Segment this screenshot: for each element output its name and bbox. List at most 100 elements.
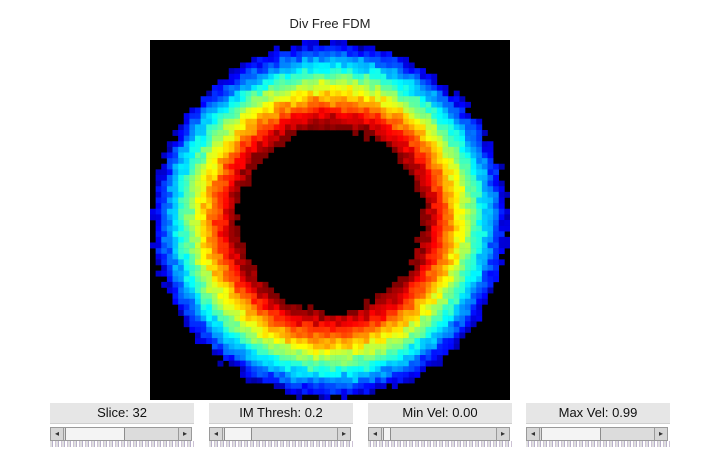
heatmap-cell [195,281,201,288]
heatmap-cell [436,304,443,311]
heatmap-cell [453,186,460,193]
heatmap-cell [155,208,162,215]
min-vel-slider-left-arrow-icon[interactable]: ◂ [369,428,382,440]
max-vel-slider-right-arrow-icon[interactable]: ▸ [654,428,667,440]
heatmap-cell [217,214,224,221]
heatmap-cell [470,124,477,131]
im-thresh-slider-thumb[interactable] [224,428,252,440]
min-vel-slider[interactable]: ◂ ▸ [368,427,510,441]
heatmap-cell [161,220,168,226]
min-vel-slider-panel: Min Vel: 0.00 ◂ ▸ [368,403,512,449]
heatmap-cell [256,343,263,350]
heatmap-cell [487,225,494,232]
heatmap-cell [436,158,443,165]
heatmap-cell [234,68,241,75]
heatmap-cell [262,377,269,384]
im-thresh-slider-right-arrow-icon[interactable]: ▸ [337,428,350,440]
max-vel-slider-left-arrow-icon[interactable]: ◂ [527,428,540,440]
heatmap-cell [324,315,331,322]
heatmap-cell [459,332,466,339]
heatmap-cell [228,265,235,271]
heatmap-cell [324,73,331,80]
heatmap-cell [470,248,477,255]
heatmap-cell [200,152,207,159]
heatmap-cell [206,118,213,125]
heatmap-cell [268,321,275,328]
heatmap-cell [470,175,477,181]
heatmap-cell [330,73,336,80]
heatmap-cell [223,304,230,311]
heatmap-cell [414,186,421,193]
heatmap-cell [155,236,162,243]
heatmap-cell [346,79,353,86]
heatmap-cell [166,214,173,221]
heatmap-cell [436,338,443,345]
slice-slider[interactable]: ◂ ▸ [50,427,192,441]
heatmap-cell [228,180,235,187]
slice-slider-left-arrow-icon[interactable]: ◂ [51,428,64,440]
heatmap-cell [453,107,460,114]
heatmap-cell [453,135,460,142]
heatmap-cell [296,45,303,52]
heatmap-cell [420,73,426,80]
heatmap-cell [172,293,179,300]
heatmap-cell [240,101,246,108]
heatmap-cell [459,281,466,288]
heatmap-cell [189,113,196,120]
heatmap-cell [465,220,471,226]
heatmap-cell [425,79,432,86]
heatmap-cell [217,175,224,181]
heatmap-cell [465,101,471,108]
slice-slider-thumb[interactable] [65,428,125,440]
heatmap-cell [358,62,365,69]
heatmap-cell [487,197,494,204]
heatmap-cell [178,130,185,136]
heatmap-cell [363,332,370,339]
heatmap-cell [318,62,325,69]
heatmap-cell [425,326,432,333]
max-vel-slider-thumb[interactable] [541,428,601,440]
heatmap-cell [273,56,280,63]
heatmap-cell [442,293,449,300]
heatmap-cell [352,383,359,390]
heatmap-cell [346,124,353,131]
heatmap-cell [476,141,483,148]
heatmap-cell [200,265,207,271]
heatmap-cell [448,175,455,181]
heatmap-cell [352,332,359,339]
heatmap-cell [391,310,398,316]
heatmap-cell [442,287,449,294]
max-vel-slider[interactable]: ◂ ▸ [526,427,668,441]
heatmap-cell [358,315,365,322]
heatmap-cell [189,310,196,316]
im-thresh-slider-left-arrow-icon[interactable]: ◂ [210,428,223,440]
heatmap-cell [420,214,426,221]
heatmap-cell [301,315,308,322]
heatmap-cell [324,68,331,75]
heatmap-cell [223,158,230,165]
min-vel-slider-thumb[interactable] [383,428,391,440]
slice-slider-right-arrow-icon[interactable]: ▸ [178,428,191,440]
heatmap-cell [268,90,275,97]
heatmap-cell [307,40,314,46]
heatmap-cell [228,259,235,266]
heatmap-cell [211,118,218,125]
heatmap-cell [420,158,426,165]
heatmap-cell [195,180,201,187]
heatmap-cell [403,163,410,170]
heatmap-cell [493,203,500,210]
heatmap-cell [211,169,218,176]
heatmap-cell [481,175,488,181]
heatmap-cell [245,135,252,142]
min-vel-slider-right-arrow-icon[interactable]: ▸ [496,428,509,440]
heatmap-cell [498,214,505,221]
im-thresh-slider[interactable]: ◂ ▸ [209,427,351,441]
heatmap-cell [335,96,342,103]
heatmap-cell [358,332,365,339]
heatmap-cell [172,298,179,305]
heatmap-cell [301,40,308,46]
heatmap-cell [459,214,466,221]
heatmap-cell [386,293,393,300]
heatmap-cell [431,141,438,148]
heatmap-cell [273,79,280,86]
